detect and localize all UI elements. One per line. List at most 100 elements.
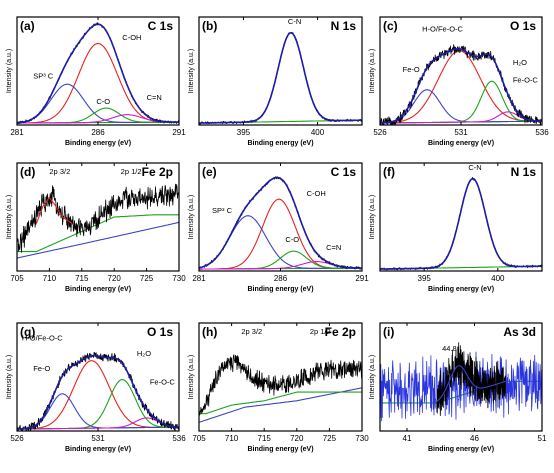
peak-annotation: SP³ C — [33, 72, 54, 81]
x-tick-label: 720 — [108, 274, 122, 283]
plot-area — [380, 44, 542, 125]
plot-area — [380, 342, 542, 422]
panel-letter: (d) — [20, 165, 35, 179]
x-tick-label: 725 — [323, 434, 337, 443]
component-peak — [199, 32, 362, 124]
panel-title: Fe 2p — [325, 325, 356, 339]
component-peak — [17, 393, 179, 430]
x-tick-label: 400 — [491, 274, 505, 283]
y-axis-label: Intensity (a.u.) — [6, 195, 13, 239]
panel-letter: (h) — [202, 325, 217, 339]
envelope-line — [199, 176, 362, 269]
x-tick-label: 715 — [75, 274, 89, 283]
peak-annotation: 2p 3/2 — [49, 167, 70, 176]
y-axis-label: Intensity (a.u.) — [369, 49, 376, 93]
peak-annotation: C=N — [147, 93, 162, 102]
x-tick-label: 395 — [418, 274, 432, 283]
y-axis-label: Intensity (a.u.) — [188, 195, 195, 239]
envelope-line — [17, 354, 179, 430]
x-tick-label: 286 — [91, 128, 105, 137]
peak-annotation: Fe-O — [403, 65, 420, 74]
x-tick-label: 51 — [538, 434, 547, 443]
panel-title: Fe 2p — [142, 165, 173, 179]
panel-title: C 1s — [148, 19, 174, 33]
x-tick-label: 531 — [91, 434, 105, 443]
x-tick-label: 526 — [373, 128, 387, 137]
x-tick-label: 46 — [470, 434, 479, 443]
x-tick-label: 710 — [43, 274, 57, 283]
peak-annotation: SP³ C — [212, 206, 233, 215]
component-peak — [380, 50, 542, 124]
x-tick-label: 291 — [172, 128, 186, 137]
plot-area — [199, 354, 362, 423]
peak-annotation: Fe-O-C — [150, 378, 176, 387]
panel-letter: (c) — [383, 19, 398, 33]
background-line — [199, 391, 362, 415]
x-axis-label: Binding energy (eV) — [65, 140, 131, 147]
peak-annotation: 2p 1/2 — [310, 327, 331, 336]
x-tick-label: 281 — [192, 274, 206, 283]
peak-annotation: C-O — [96, 97, 110, 106]
raw-data-line — [199, 354, 362, 416]
x-axis-label: Binding energy (eV) — [247, 286, 313, 293]
x-tick-label: 536 — [172, 434, 186, 443]
panel-title: C 1s — [331, 165, 357, 179]
envelope-line — [380, 48, 542, 124]
panel-3: 526 531 536 Binding energy (eV) Intensity (a… — [369, 16, 549, 147]
peak-annotation: 44.8 — [442, 344, 457, 353]
plot-frame — [379, 162, 543, 272]
peak-annotation: C-O — [285, 235, 299, 244]
peak-annotation: C-N — [288, 17, 301, 26]
component-peak — [17, 114, 179, 124]
envelope-line — [380, 177, 542, 270]
x-tick-label: 536 — [535, 128, 549, 137]
peak-annotation: C-OH — [307, 189, 326, 198]
plot-frame — [379, 322, 543, 432]
y-axis-label: Intensity (a.u.) — [6, 355, 13, 399]
plot-frame — [198, 16, 363, 126]
x-axis-label: Binding energy (eV) — [65, 446, 131, 453]
panel-6: 395 400 Binding energy (eV) Intensity (a.u.… — [369, 162, 543, 293]
x-axis-label: Binding energy (eV) — [428, 140, 494, 147]
y-axis-label: Intensity (a.u.) — [6, 49, 13, 93]
background-line — [199, 387, 362, 423]
x-tick-label: 291 — [355, 274, 369, 283]
x-tick-label: 400 — [311, 128, 325, 137]
y-axis-label: Intensity (a.u.) — [188, 355, 195, 399]
panel-title: O 1s — [147, 325, 173, 339]
peak-annotation: 2p 3/2 — [241, 327, 262, 336]
raw-data-line — [199, 176, 362, 270]
raw-data-line — [199, 32, 362, 125]
fit-line — [35, 197, 73, 224]
x-tick-label: 730 — [172, 274, 186, 283]
y-axis-label: Intensity (a.u.) — [188, 49, 195, 93]
x-tick-label: 395 — [237, 128, 251, 137]
x-tick-label: 286 — [274, 274, 288, 283]
x-axis-label: Binding energy (eV) — [247, 140, 313, 147]
peak-annotation: C-N — [468, 163, 481, 172]
component-peak — [380, 89, 542, 124]
plot-area — [17, 183, 179, 259]
peak-annotation: Fe-O-C — [513, 76, 539, 85]
plot-area — [17, 351, 179, 431]
panel-9: 41 46 51 Binding energy (eV) Intensity (a.u.… — [369, 322, 547, 453]
panel-8: 705 710 715 720 725 730 Binding energy (eV) Int… — [188, 322, 369, 453]
plot-area — [199, 31, 362, 125]
x-axis-label: Binding energy (eV) — [247, 446, 313, 453]
panels-group: 281 286 291 Binding energy (eV) Intensity (a… — [6, 16, 549, 453]
y-axis-label: Intensity (a.u.) — [369, 355, 376, 399]
component-peak — [380, 80, 542, 124]
envelope-line — [17, 23, 179, 124]
x-tick-label: 281 — [10, 128, 24, 137]
x-tick-label: 725 — [140, 274, 154, 283]
peak-annotation: 2p 1/2 — [121, 167, 142, 176]
peak-annotation: H₂O — [137, 349, 151, 358]
x-tick-label: 705 — [192, 434, 206, 443]
panel-1: 281 286 291 Binding energy (eV) Intensity (a… — [6, 16, 186, 147]
x-tick-label: 531 — [454, 128, 468, 137]
x-tick-label: 526 — [10, 434, 24, 443]
plot-frame — [198, 322, 363, 432]
x-axis-label: Binding energy (eV) — [428, 286, 494, 293]
panel-title: As 3d — [503, 325, 536, 339]
